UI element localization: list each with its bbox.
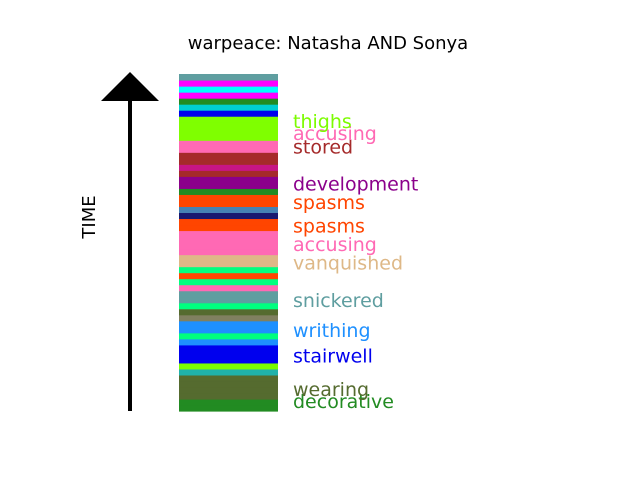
stripe: [179, 404, 278, 412]
stripe: [179, 272, 278, 280]
word-label: stairwell: [293, 345, 373, 367]
word-label: snickered: [293, 290, 384, 312]
stripe: [179, 332, 278, 340]
stripe: [179, 356, 278, 364]
stripe: [179, 230, 278, 238]
stripe: [179, 116, 278, 123]
stripe: [179, 200, 278, 207]
stripe: [179, 74, 278, 81]
stripe: [179, 188, 278, 195]
stripe: [179, 278, 278, 286]
stripe-bar: [179, 74, 278, 412]
stripe: [179, 302, 278, 310]
stripe: [179, 206, 278, 214]
stripe: [179, 92, 278, 99]
stripe: [179, 308, 278, 316]
time-arrow: [101, 72, 159, 411]
stripe: [179, 380, 278, 388]
word-label: accusing: [293, 234, 377, 256]
stripe: [179, 290, 278, 298]
stripe: [179, 254, 278, 262]
stripe: [179, 164, 278, 171]
stripe: [179, 98, 278, 105]
stripe: [179, 170, 278, 177]
stripe: [179, 368, 278, 376]
stripe: [179, 284, 278, 292]
stripe: [179, 338, 278, 346]
y-axis-label: TIME: [79, 195, 100, 239]
stripe: [179, 110, 278, 117]
stripe: [179, 236, 278, 244]
word-label: vanquished: [293, 253, 403, 275]
stripe: [179, 242, 278, 250]
stripe: [179, 392, 278, 400]
stripe: [179, 314, 278, 322]
word-label: wearing: [293, 379, 369, 401]
word-label: stored: [293, 137, 353, 159]
stripe: [179, 344, 278, 352]
stripe: [179, 386, 278, 394]
stripe: [179, 260, 278, 268]
stripe: [179, 320, 278, 328]
stripe: [179, 146, 278, 153]
stripe: [179, 248, 278, 256]
word-label: spasms: [293, 192, 365, 214]
stripe: [179, 218, 278, 226]
stripe: [179, 362, 278, 370]
stripe: [179, 134, 278, 141]
stripe: [179, 176, 278, 183]
stripe: [179, 86, 278, 93]
word-label: thighs: [293, 111, 352, 133]
stripe: [179, 350, 278, 358]
stripe: [179, 140, 278, 147]
stripe: [179, 194, 278, 201]
stripe: [179, 158, 278, 165]
stripe: [179, 398, 278, 406]
stripe: [179, 224, 278, 232]
chart-title: warpeace: Natasha AND Sonya: [188, 33, 468, 54]
word-label: writhing: [293, 320, 371, 342]
stripe: [179, 296, 278, 304]
stripe: [179, 182, 278, 189]
stripe: [179, 104, 278, 111]
stripe: [179, 212, 278, 220]
stripe: [179, 374, 278, 382]
word-label: accusing: [293, 123, 377, 145]
time-arrow-head: [101, 72, 159, 101]
word-label: decorative: [293, 391, 394, 413]
stripe: [179, 80, 278, 87]
stripe: [179, 326, 278, 334]
stripe: [179, 122, 278, 129]
stripe: [179, 152, 278, 159]
word-label: development: [293, 174, 418, 196]
stripe: [179, 266, 278, 274]
word-label: spasms: [293, 216, 365, 238]
stripe: [179, 128, 278, 135]
